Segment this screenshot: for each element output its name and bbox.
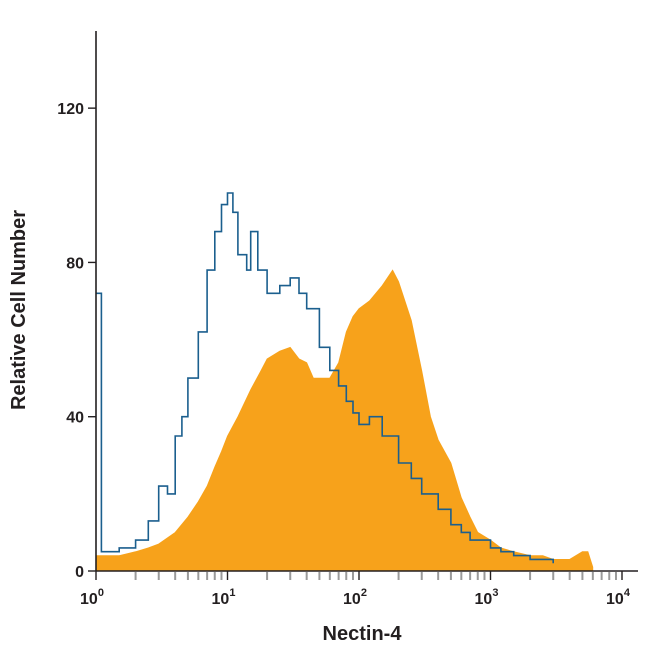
x-tick-label: 103 (475, 587, 499, 608)
ticks: 100 101 102 103 104 0 40 80 120 (57, 101, 631, 608)
x-tick-label: 100 (80, 587, 104, 608)
y-axis-title: Relative Cell Number (8, 210, 30, 410)
axes (95, 31, 638, 572)
y-tick-label: 40 (66, 410, 84, 427)
y-tick-label: 80 (66, 255, 84, 272)
plot-area (95, 192, 594, 572)
y-tick-label: 0 (75, 564, 84, 581)
y-tick-label: 120 (57, 101, 84, 118)
x-tick-label: 101 (212, 587, 236, 608)
x-axis-title: Nectin-4 (323, 623, 403, 645)
histogram-series-outline (96, 192, 554, 564)
histogram-series-filled (95, 269, 594, 572)
x-tick-label: 104 (606, 587, 631, 608)
x-tick-label: 102 (343, 587, 367, 608)
